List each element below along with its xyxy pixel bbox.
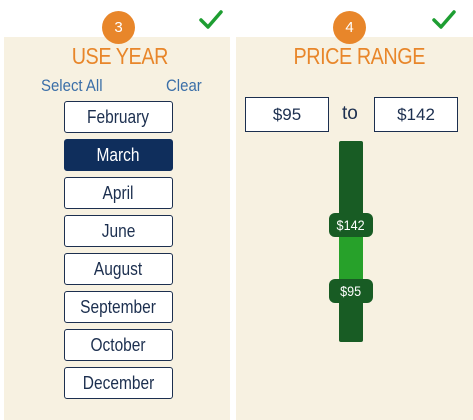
month-june-button[interactable]: June — [64, 215, 173, 247]
month-label: February — [87, 106, 150, 127]
check-icon — [199, 10, 223, 29]
price-slider-min-handle[interactable]: $95 — [329, 279, 373, 303]
month-label: September — [80, 296, 157, 317]
min-price-input[interactable] — [245, 97, 329, 132]
use-year-title: USE YEAR — [71, 43, 169, 69]
month-september-button[interactable]: September — [64, 291, 173, 323]
max-price-input[interactable] — [374, 97, 458, 132]
min-handle-label: $95 — [340, 283, 362, 299]
month-label: April — [103, 182, 134, 203]
price-range-title: PRICE RANGE — [293, 43, 426, 69]
check-icon — [432, 10, 456, 29]
month-april-button[interactable]: April — [64, 177, 173, 209]
month-label: October — [90, 334, 147, 355]
max-handle-label: $142 — [336, 217, 366, 233]
clear-link[interactable]: Clear — [166, 76, 202, 95]
month-label: August — [94, 258, 143, 279]
month-label: March — [96, 144, 140, 165]
month-october-button[interactable]: October — [64, 329, 173, 361]
month-february-button[interactable]: February — [64, 101, 173, 133]
step-3-badge: 3 — [102, 11, 135, 44]
price-slider-max-handle[interactable]: $142 — [329, 213, 373, 237]
select-all-link[interactable]: Select All — [41, 76, 103, 95]
month-march-button[interactable]: March — [64, 139, 173, 171]
month-august-button[interactable]: August — [64, 253, 173, 285]
step-4-badge: 4 — [333, 11, 366, 44]
month-december-button[interactable]: December — [64, 367, 173, 399]
month-label: December — [82, 372, 155, 393]
to-label: to — [342, 103, 358, 124]
price-slider-range-fill — [339, 236, 363, 280]
month-label: June — [101, 220, 136, 241]
